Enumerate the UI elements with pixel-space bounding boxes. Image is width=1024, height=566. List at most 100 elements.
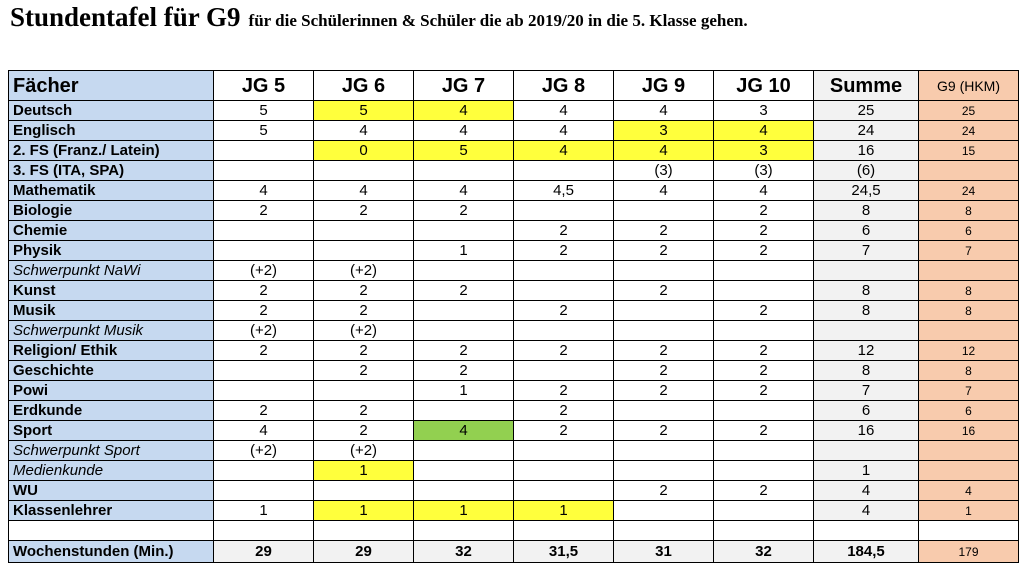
subject-cell: Chemie bbox=[8, 220, 214, 241]
hours-cell: 2 bbox=[213, 200, 314, 221]
empty-cell bbox=[513, 440, 614, 461]
hours-cell: 4 bbox=[313, 120, 414, 141]
hours-cell: 4 bbox=[513, 120, 614, 141]
subject-cell: Sport bbox=[8, 420, 214, 441]
hours-cell: 8 bbox=[918, 360, 1019, 381]
hours-cell: (6) bbox=[813, 160, 919, 181]
table-row: Powi 1 2 2 2 7 7 bbox=[8, 380, 1019, 401]
hours-cell: 2 bbox=[213, 340, 314, 361]
spacer-row bbox=[8, 520, 1019, 541]
subtitle: für die Schülerinnen & Schüler die ab 20… bbox=[248, 11, 748, 30]
hours-cell: 5 bbox=[413, 140, 514, 161]
hours-cell: 3 bbox=[713, 140, 814, 161]
hours-cell: 16 bbox=[813, 420, 919, 441]
column-header: JG 10 bbox=[713, 70, 814, 101]
hours-cell: 2 bbox=[713, 340, 814, 361]
hours-cell: 2 bbox=[513, 220, 614, 241]
hours-cell: 8 bbox=[918, 200, 1019, 221]
hours-cell: 32 bbox=[413, 540, 514, 563]
hours-cell: 2 bbox=[713, 360, 814, 381]
hours-cell: 7 bbox=[813, 240, 919, 261]
hours-cell: 7 bbox=[918, 380, 1019, 401]
hours-cell: 6 bbox=[813, 400, 919, 421]
hours-cell: 12 bbox=[918, 340, 1019, 361]
subject-cell: Mathematik bbox=[8, 180, 214, 201]
subject-cell: WU bbox=[8, 480, 214, 501]
hours-cell: 2 bbox=[613, 360, 714, 381]
hours-cell: 2 bbox=[513, 420, 614, 441]
table-row: WU 2 2 4 4 bbox=[8, 480, 1019, 501]
hours-cell: (+2) bbox=[213, 440, 314, 461]
empty-cell bbox=[713, 460, 814, 481]
hours-cell: 5 bbox=[313, 100, 414, 121]
subject-cell: Schwerpunkt NaWi bbox=[8, 260, 214, 281]
hours-cell: 2 bbox=[713, 220, 814, 241]
subject-cell: Physik bbox=[8, 240, 214, 261]
header-row: Fächer JG 5 JG 6 JG 7 JG 8 JG 9 JG 10 Summe G9 (… bbox=[8, 70, 1019, 101]
hours-cell: 2 bbox=[313, 300, 414, 321]
hours-cell: 4 bbox=[513, 100, 614, 121]
table-row: Mathematik 4 4 4 4,5 4 4 24,5 24 bbox=[8, 180, 1019, 201]
empty-cell bbox=[313, 220, 414, 241]
empty-cell bbox=[213, 160, 314, 181]
empty-cell bbox=[313, 380, 414, 401]
table-row: Chemie 2 2 2 6 6 bbox=[8, 220, 1019, 241]
empty-cell bbox=[313, 520, 414, 541]
hours-cell: 4 bbox=[918, 480, 1019, 501]
table-row: Deutsch 5 5 4 4 4 3 25 25 bbox=[8, 100, 1019, 121]
empty-cell bbox=[713, 260, 814, 281]
empty-cell bbox=[813, 260, 919, 281]
empty-cell bbox=[413, 320, 514, 341]
empty-cell bbox=[413, 440, 514, 461]
table-row: Erdkunde 2 2 2 6 6 bbox=[8, 400, 1019, 421]
hours-cell: 8 bbox=[918, 300, 1019, 321]
hours-cell: 29 bbox=[213, 540, 314, 563]
subject-cell: Biologie bbox=[8, 200, 214, 221]
column-header: JG 8 bbox=[513, 70, 614, 101]
empty-cell bbox=[213, 460, 314, 481]
hours-cell: 4 bbox=[213, 180, 314, 201]
hours-cell: (+2) bbox=[213, 260, 314, 281]
empty-cell bbox=[213, 480, 314, 501]
hours-cell: 4,5 bbox=[513, 180, 614, 201]
empty-cell bbox=[813, 320, 919, 341]
hours-cell: 2 bbox=[613, 480, 714, 501]
empty-cell bbox=[213, 520, 314, 541]
hours-cell: 2 bbox=[513, 380, 614, 401]
empty-cell bbox=[513, 460, 614, 481]
subject-cell: Powi bbox=[8, 380, 214, 401]
empty-cell bbox=[613, 300, 714, 321]
subject-cell: Medienkunde bbox=[8, 460, 214, 481]
hours-cell: 2 bbox=[413, 360, 514, 381]
empty-cell bbox=[713, 500, 814, 521]
hours-cell: 1 bbox=[413, 500, 514, 521]
hours-cell: 1 bbox=[313, 500, 414, 521]
subject-cell: Wochenstunden (Min.) bbox=[8, 540, 214, 563]
hours-cell: 179 bbox=[918, 540, 1019, 563]
hours-cell: 7 bbox=[918, 240, 1019, 261]
hours-cell: 2 bbox=[613, 280, 714, 301]
subject-cell: Klassenlehrer bbox=[8, 500, 214, 521]
hours-cell: 1 bbox=[313, 460, 414, 481]
hours-cell: 2 bbox=[613, 340, 714, 361]
hours-cell: 16 bbox=[813, 140, 919, 161]
empty-cell bbox=[513, 160, 614, 181]
hours-cell: 2 bbox=[313, 280, 414, 301]
hours-cell: 8 bbox=[813, 280, 919, 301]
table-row: Sport 4 2 4 2 2 2 16 16 bbox=[8, 420, 1019, 441]
hours-cell: 4 bbox=[413, 120, 514, 141]
empty-cell bbox=[413, 520, 514, 541]
empty-cell bbox=[413, 300, 514, 321]
empty-cell bbox=[313, 480, 414, 501]
empty-cell bbox=[513, 480, 614, 501]
empty-cell bbox=[513, 260, 614, 281]
subject-cell: Religion/ Ethik bbox=[8, 340, 214, 361]
empty-cell bbox=[413, 480, 514, 501]
column-header: JG 6 bbox=[313, 70, 414, 101]
hours-cell: 2 bbox=[713, 380, 814, 401]
hours-cell: (3) bbox=[713, 160, 814, 181]
subject-cell: Schwerpunkt Musik bbox=[8, 320, 214, 341]
hours-cell: 2 bbox=[713, 420, 814, 441]
table-row: Musik 2 2 2 2 8 8 bbox=[8, 300, 1019, 321]
empty-cell bbox=[413, 260, 514, 281]
